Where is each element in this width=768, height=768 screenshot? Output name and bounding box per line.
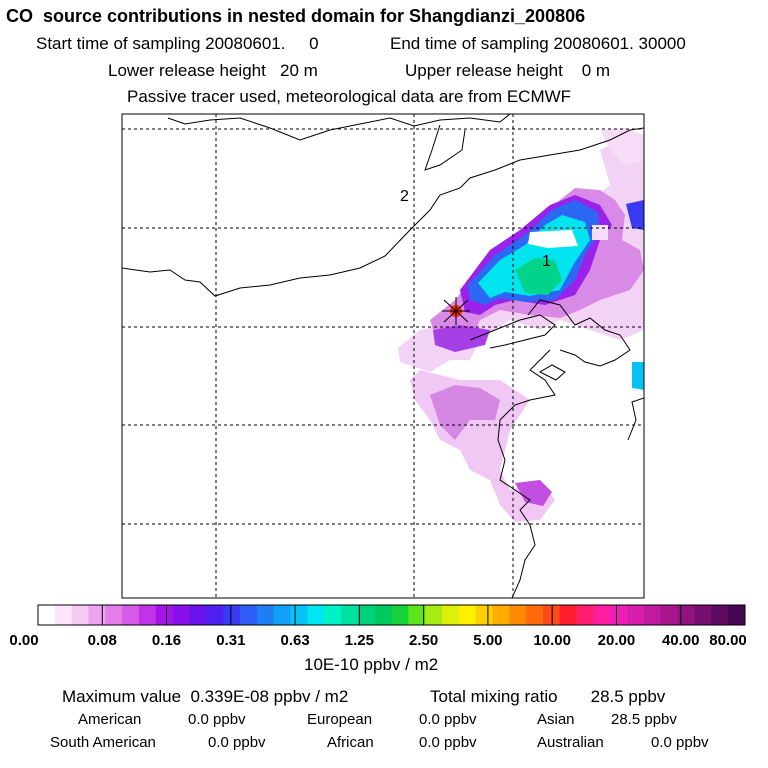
- release-site-marker: [442, 297, 470, 325]
- colorbar-swatch: [543, 605, 561, 625]
- colorbar-swatch: [273, 605, 291, 625]
- total-mixing-label: Total mixing ratio 28.5 ppbv: [430, 687, 666, 706]
- colorbar-tick-label: 0.63: [280, 632, 310, 649]
- colorbar-swatch: [155, 605, 174, 625]
- region-value-asian: 28.5 ppbv: [611, 711, 677, 728]
- map-frame: [121, 113, 645, 599]
- colorbar-swatch: [105, 605, 123, 625]
- colorbar-swatch: [492, 605, 510, 625]
- start-time-label: Start time of sampling 20080601. 0: [36, 34, 319, 53]
- region-value-european: 0.0 ppbv: [419, 711, 477, 728]
- colorbar-swatch: [240, 605, 258, 625]
- colorbar-swatch: [458, 605, 477, 625]
- colorbar-swatch: [526, 605, 544, 625]
- colorbar-swatch: [475, 605, 493, 625]
- colorbar-tick-label: 0.31: [216, 632, 246, 649]
- colorbar-swatch: [593, 605, 611, 625]
- colorbar-swatch: [324, 605, 342, 625]
- colorbar-swatch: [172, 605, 190, 625]
- plume-light-2: [600, 128, 644, 165]
- colorbar-swatch: [122, 605, 140, 625]
- colorbar-swatch: [307, 605, 325, 625]
- region-name-african: African: [327, 734, 374, 751]
- colorbar: [37, 604, 746, 626]
- coastlines: [122, 114, 644, 598]
- plume-violet-3: [515, 480, 552, 506]
- colorbar-swatch: [442, 605, 460, 625]
- region-name-asian: Asian: [537, 711, 575, 728]
- upper-release-label: Upper release height 0 m: [405, 61, 611, 80]
- colorbar-tick-label: 0.16: [151, 632, 182, 649]
- colorbar-swatch: [391, 605, 409, 625]
- colorbar-swatch: [425, 605, 443, 625]
- colorbar-tick-label: 20.00: [597, 632, 636, 649]
- lower-release-label: Lower release height 20 m: [108, 61, 318, 80]
- lat-lon-grid: [122, 114, 644, 598]
- colorbar-swatch: [71, 605, 89, 625]
- region-value-south-american: 0.0 ppbv: [208, 734, 266, 751]
- colorbar-swatch: [206, 605, 224, 625]
- region-value-american: 0.0 ppbv: [188, 711, 246, 728]
- colorbar-swatch: [408, 605, 426, 625]
- plume-core: [515, 258, 562, 295]
- colorbar-swatch: [139, 605, 157, 625]
- marker-label-1: 1: [542, 253, 551, 270]
- colorbar-swatch: [38, 605, 56, 625]
- region-name-european: European: [307, 711, 373, 728]
- colorbar-swatch: [189, 605, 207, 625]
- colorbar-swatch: [88, 605, 106, 625]
- colorbar-tick-label: 10.00: [533, 632, 571, 649]
- plume-purple-2: [433, 325, 490, 352]
- marker-label-2: 2: [400, 188, 409, 205]
- colorbar-tick-label: 5.00: [473, 632, 503, 649]
- region-name-south-american: South American: [50, 734, 156, 751]
- colorbar-swatch: [694, 605, 712, 625]
- colorbar-tick-label: 0.00: [9, 632, 39, 649]
- plot-title: CO source contributions in nested domain…: [6, 6, 586, 26]
- plume-edge: [632, 362, 644, 390]
- colorbar-swatch: [357, 605, 376, 625]
- concentration-field: [398, 128, 644, 522]
- tracer-note: Passive tracer used, meteorological data…: [127, 87, 572, 106]
- colorbar-tick-label: 1.25: [344, 632, 374, 649]
- plume-hole: [528, 230, 578, 248]
- colorbar-swatch: [374, 605, 392, 625]
- colorbar-tick-label: 80.00: [709, 632, 747, 649]
- colorbar-swatch: [610, 605, 628, 625]
- colorbar-swatch: [627, 605, 645, 625]
- colorbar-unit: 10E-10 ppbv / m2: [304, 655, 439, 674]
- colorbar-tick-label: 0.08: [87, 632, 117, 649]
- colorbar-tick-label: 40.00: [661, 632, 700, 649]
- end-time-label: End time of sampling 20080601. 30000: [390, 34, 686, 53]
- colorbar-swatch: [290, 605, 308, 625]
- colorbar-swatch: [341, 605, 359, 625]
- colorbar-swatch: [576, 605, 594, 625]
- colorbar-swatch: [677, 605, 695, 625]
- colorbar-swatch: [728, 605, 746, 625]
- region-name-american: American: [78, 711, 142, 728]
- colorbar-swatch: [256, 605, 275, 625]
- plume-light: [398, 140, 644, 372]
- region-value-australian: 0.0 ppbv: [651, 734, 709, 751]
- plume-edge-2: [626, 200, 644, 230]
- region-name-australian: Australian: [537, 734, 604, 751]
- max-value-label: Maximum value 0.339E-08 ppbv / m2: [62, 687, 349, 706]
- plume-hole-2: [592, 225, 608, 240]
- colorbar-swatch: [509, 605, 527, 625]
- colorbar-swatch: [559, 605, 578, 625]
- colorbar-swatch: [644, 605, 662, 625]
- colorbar-swatch: [660, 605, 679, 625]
- colorbar-swatch: [54, 605, 73, 625]
- plume-violet-south: [430, 385, 500, 440]
- colorbar-swatch: [711, 605, 729, 625]
- region-value-african: 0.0 ppbv: [419, 734, 477, 751]
- colorbar-swatch: [223, 605, 241, 625]
- colorbar-tick-label: 2.50: [409, 632, 439, 649]
